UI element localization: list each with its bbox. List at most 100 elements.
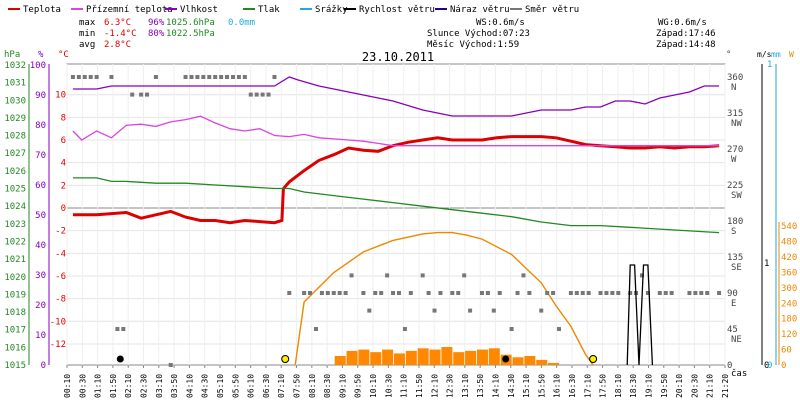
- wind-direction-point-70: [580, 291, 585, 295]
- temp-tick-0: -12: [50, 340, 66, 350]
- wind-direction-point-20: [225, 75, 230, 79]
- sun-moon-block: WS:0.6m/s WG:0.6m/s Slunce Východ:07:23 …: [427, 18, 716, 50]
- hpa-tick-13: 1028: [4, 132, 26, 142]
- hpa-tick-10: 1025: [4, 185, 26, 195]
- deg-tick-3: 135: [727, 253, 743, 263]
- wind-direction-point-35: [331, 291, 336, 295]
- solar-bar-16: [524, 356, 536, 365]
- wind-direction-point-10: [145, 92, 150, 97]
- wind-direction-point-73: [604, 291, 609, 295]
- time-tick-28: 14:10: [491, 374, 500, 398]
- wind-direction-point-12: [168, 363, 173, 367]
- time-axis-title: čas: [731, 368, 747, 379]
- time-tick-25: 12:30: [446, 374, 455, 398]
- wind-direction-point-21: [230, 75, 235, 79]
- right-axes: 045NE90E135SE180S225SW270W315NW360N01010…: [727, 60, 797, 371]
- wind-direction-point-75: [616, 291, 621, 295]
- dir-tick-7: NW: [731, 119, 742, 129]
- wind-direction-point-80: [657, 291, 662, 295]
- legend-label-7: Směr větru: [525, 5, 579, 15]
- temp-tick-7: 2: [61, 181, 66, 191]
- time-tick-1: 00:30: [78, 374, 87, 398]
- wind-direction-point-78: [640, 273, 645, 278]
- temp-axis-title: °C: [58, 50, 69, 60]
- time-tick-40: 20:10: [675, 374, 684, 398]
- wind-direction-point-66: [551, 291, 556, 295]
- solar-bar-18: [548, 362, 560, 365]
- wind-direction-point-36: [337, 291, 342, 295]
- w-tick-3: 180: [781, 315, 797, 325]
- wind-direction-point-5: [109, 75, 114, 79]
- wind-direction-point-1: [76, 75, 81, 79]
- wind-direction-point-15: [195, 75, 200, 79]
- time-tick-14: 07:10: [277, 374, 286, 398]
- solar-bar-11: [465, 350, 477, 365]
- wind-direction-point-81: [663, 291, 668, 295]
- deg-tick-2: 90: [727, 289, 738, 299]
- mm-axis-title: mm: [771, 50, 781, 59]
- temp-tick-5: -2: [55, 227, 66, 237]
- stats-max-rain: 0.0mm: [228, 18, 255, 28]
- wind-direction-point-86: [705, 291, 710, 295]
- wind-direction-point-85: [699, 291, 704, 295]
- hpa-axis-title: hPa: [4, 50, 20, 60]
- moonset-marker: [502, 355, 510, 363]
- wind-direction-point-58: [491, 308, 496, 313]
- wind-direction-point-57: [485, 291, 490, 295]
- plot-area: [70, 75, 722, 367]
- wind-direction-point-13: [183, 75, 188, 79]
- wind-direction-point-79: [645, 291, 650, 295]
- wind-direction-point-34: [325, 291, 330, 295]
- solar-bar-13: [488, 348, 500, 365]
- temp-tick-6: 0: [61, 204, 66, 214]
- dir-tick-1: NE: [731, 335, 742, 345]
- wind-direction-point-43: [385, 273, 390, 278]
- wind-direction-point-29: [287, 291, 292, 295]
- dir-tick-4: S: [731, 227, 736, 237]
- w-tick-4: 240: [781, 299, 797, 309]
- wind-direction-point-0: [70, 75, 75, 79]
- wind-direction-point-28: [272, 75, 277, 79]
- wind-direction-point-8: [130, 92, 135, 97]
- w-tick-5: 300: [781, 284, 797, 294]
- deg-tick-6: 270: [727, 145, 743, 155]
- time-tick-12: 06:10: [247, 374, 256, 398]
- legend-label-2: Vlhkost: [180, 5, 218, 15]
- wind-direction-point-9: [139, 92, 144, 97]
- deg-tick-4: 180: [727, 217, 743, 227]
- wind-direction-point-17: [207, 75, 212, 79]
- wind-direction-point-84: [693, 291, 698, 295]
- ms-tick-0: 0: [764, 361, 769, 371]
- time-tick-26: 13:10: [461, 374, 470, 398]
- solar-bar-8: [429, 349, 441, 365]
- time-tick-13: 06:30: [262, 374, 271, 398]
- stats-max-hum: 96%: [148, 18, 165, 28]
- solar-bar-9: [441, 347, 453, 365]
- wind-direction-point-76: [628, 291, 633, 295]
- time-tick-31: 15:50: [537, 374, 546, 398]
- hpa-tick-9: 1024: [4, 202, 26, 212]
- deg-tick-8: 360: [727, 73, 743, 83]
- moonset-info: Západ:14:48: [656, 40, 716, 50]
- w-tick-0: 0: [781, 361, 786, 371]
- series-line-3: [72, 177, 720, 234]
- w-tick-9: 540: [781, 222, 797, 232]
- wind-direction-point-18: [213, 75, 218, 79]
- hpa-tick-12: 1027: [4, 149, 26, 159]
- wind-direction-point-45: [396, 291, 401, 295]
- wind-direction-point-68: [568, 291, 573, 295]
- time-tick-22: 11:10: [400, 374, 409, 398]
- wind-direction-point-51: [438, 291, 443, 295]
- stats-max-temp: 6.3°C: [104, 18, 131, 28]
- wind-direction-point-6: [115, 327, 120, 331]
- wind-direction-point-7: [121, 327, 126, 331]
- ms-axis-title: m/s: [757, 50, 772, 59]
- time-tick-39: 19:50: [660, 374, 669, 398]
- ms-tick-1: 1: [764, 259, 769, 269]
- time-tick-23: 11:50: [415, 374, 424, 398]
- hpa-tick-15: 1030: [4, 96, 26, 106]
- wind-direction-point-3: [88, 75, 93, 79]
- wind-direction-point-87: [717, 291, 722, 295]
